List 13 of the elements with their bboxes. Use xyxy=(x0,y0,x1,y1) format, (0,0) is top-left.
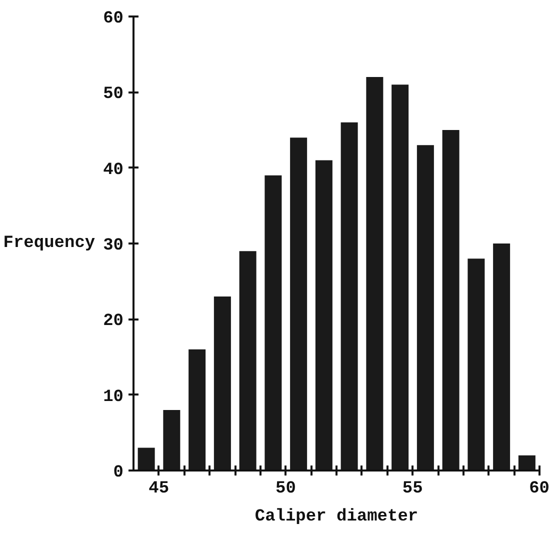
y-tick-label: 30 xyxy=(103,236,124,256)
x-tick-label: 55 xyxy=(402,480,423,498)
x-tick-label: 60 xyxy=(529,480,549,498)
y-tick-label: 0 xyxy=(113,464,124,482)
x-tick-label: 50 xyxy=(276,480,296,498)
y-tick-label: 50 xyxy=(103,85,124,104)
x-tick-label: 45 xyxy=(148,480,170,498)
y-tick-label: 20 xyxy=(103,312,124,332)
y-tick-label: 60 xyxy=(103,10,124,28)
x-axis-title: Caliper diameter xyxy=(254,508,418,526)
y-tick-label: 10 xyxy=(103,388,124,407)
y-tick-label: 40 xyxy=(103,160,124,180)
y-axis-title: Frequency xyxy=(3,234,96,253)
